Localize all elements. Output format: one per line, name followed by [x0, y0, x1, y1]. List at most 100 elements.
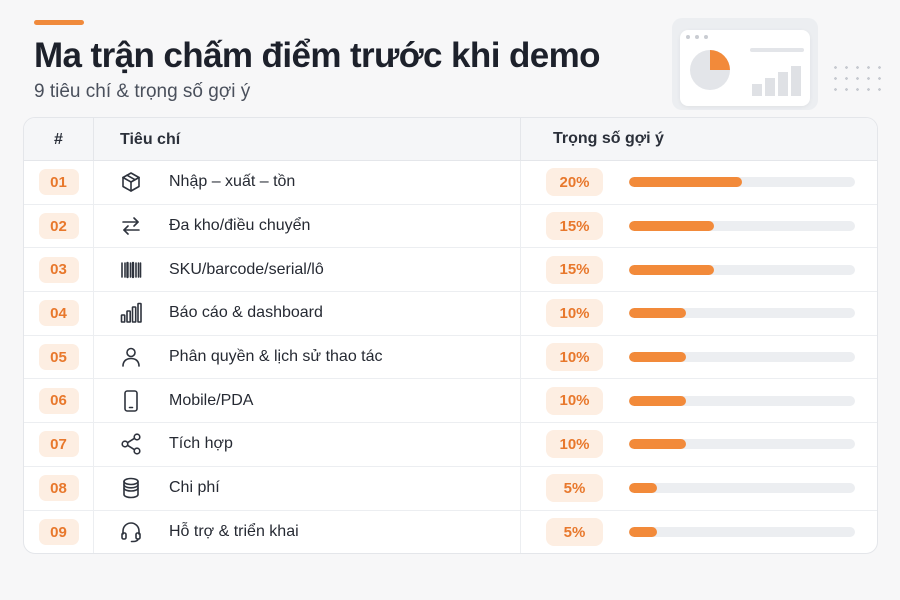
row-number-cell: 04	[24, 292, 94, 335]
weight-bar-fill	[629, 439, 686, 450]
weight-percent-badge: 20%	[546, 168, 603, 197]
row-number-badge: 07	[38, 431, 79, 458]
bar-chart-icon	[118, 300, 144, 326]
table-row: 06 Mobile/PDA 10%	[24, 379, 877, 424]
dot-grid-decoration	[830, 62, 882, 94]
table-row: 07 Tích hợp 10%	[24, 423, 877, 467]
column-header-criteria: Tiêu chí	[94, 118, 521, 161]
row-number-cell: 06	[24, 379, 94, 423]
table-row: 04 Báo cáo & dashboard 10%	[24, 292, 877, 336]
criteria-label: Đa kho/điều chuyển	[169, 217, 311, 235]
criteria-cell: Chi phí	[94, 466, 521, 510]
row-number-badge: 09	[38, 519, 79, 546]
criteria-cell: Tích hợp	[94, 423, 521, 466]
criteria-label: Mobile/PDA	[169, 391, 254, 409]
criteria-label: Báo cáo & dashboard	[169, 304, 323, 322]
weight-cell: 5%	[521, 511, 877, 554]
weight-percent-badge: 5%	[546, 518, 603, 547]
page-title: Ma trận chấm điểm trước khi demo	[34, 36, 600, 75]
row-number-badge: 06	[38, 387, 79, 414]
column-header-weight: Trọng số gợi ý	[553, 130, 664, 147]
criteria-cell: Phân quyền & lịch sử thao tác	[94, 335, 521, 379]
window-dots-icon	[686, 26, 713, 44]
weight-percent-badge: 10%	[546, 299, 603, 328]
criteria-label: Tích hợp	[169, 435, 233, 453]
page-subtitle: 9 tiêu chí & trọng số gợi ý	[34, 81, 251, 102]
row-number-cell: 08	[24, 466, 94, 510]
weight-bar-track	[629, 308, 855, 319]
barcode-icon	[118, 257, 144, 283]
weight-bar-fill	[629, 527, 658, 538]
row-number-cell: 09	[24, 510, 94, 553]
mobile-icon	[118, 388, 144, 414]
weight-bar-fill	[629, 352, 686, 363]
weight-cell: 15%	[521, 248, 877, 291]
weight-percent-badge: 10%	[546, 343, 603, 372]
mini-bar-chart-icon	[752, 66, 801, 96]
criteria-cell: SKU/barcode/serial/lô	[94, 248, 521, 292]
weight-bar-track	[629, 352, 855, 363]
table-row: 02 Đa kho/điều chuyển 15%	[24, 204, 877, 249]
illustration-lines	[750, 48, 804, 60]
row-number-badge: 08	[38, 475, 79, 502]
weight-cell: 10%	[521, 379, 877, 422]
row-number-cell: 01	[24, 161, 94, 204]
weight-bar-fill	[629, 308, 686, 319]
swap-arrows-icon	[118, 213, 144, 239]
weight-bar-track	[629, 221, 855, 232]
weight-bar-fill	[629, 483, 658, 494]
headset-icon	[118, 519, 144, 545]
criteria-cell: Nhập – xuất – tồn	[94, 161, 521, 204]
pie-chart-icon	[690, 50, 730, 90]
criteria-label: Phân quyền & lịch sử thao tác	[169, 348, 383, 366]
table-row: 09 Hỗ trợ & triển khai 5%	[24, 510, 877, 554]
table-row: 01 Nhập – xuất – tồn 20%	[24, 161, 877, 205]
table-row: 05 Phân quyền & lịch sử thao tác 10%	[24, 335, 877, 380]
row-number-cell: 05	[24, 335, 94, 379]
title-accent-line	[34, 20, 84, 25]
weight-percent-badge: 10%	[546, 386, 603, 415]
weight-bar-fill	[629, 177, 742, 188]
weight-percent-badge: 15%	[546, 212, 603, 241]
weight-percent-badge: 10%	[546, 430, 603, 459]
criteria-cell: Báo cáo & dashboard	[94, 292, 521, 335]
criteria-label: SKU/barcode/serial/lô	[169, 260, 324, 278]
table-row: 08 Chi phí 5%	[24, 466, 877, 511]
criteria-label: Chi phí	[169, 479, 220, 497]
weight-bar-fill	[629, 264, 714, 275]
criteria-cell: Hỗ trợ & triển khai	[94, 510, 521, 553]
row-number-badge: 03	[38, 256, 79, 283]
weight-cell: 5%	[521, 467, 877, 510]
weight-percent-badge: 15%	[546, 255, 603, 284]
criteria-cell: Đa kho/điều chuyển	[94, 204, 521, 248]
share-icon	[118, 431, 144, 457]
row-number-badge: 01	[38, 169, 79, 196]
weight-bar-track	[629, 483, 855, 494]
row-number-cell: 03	[24, 248, 94, 292]
weight-cell: 20%	[521, 161, 877, 204]
weight-bar-track	[629, 264, 855, 275]
criteria-cell: Mobile/PDA	[94, 379, 521, 423]
weight-cell: 10%	[521, 336, 877, 379]
criteria-label: Hỗ trợ & triển khai	[169, 523, 299, 541]
weight-bar-track	[629, 527, 855, 538]
coins-icon	[118, 475, 144, 501]
table-row: 03 SKU/barcode/serial/lô 15%	[24, 248, 877, 293]
weight-percent-badge: 5%	[546, 474, 603, 503]
table-header: # Tiêu chí Trọng số gợi ý	[24, 118, 877, 161]
row-number-cell: 07	[24, 423, 94, 466]
weight-bar-track	[629, 395, 855, 406]
weight-cell: 10%	[521, 423, 877, 466]
weight-bar-fill	[629, 395, 686, 406]
column-header-number: #	[24, 118, 94, 161]
criteria-label: Nhập – xuất – tồn	[169, 173, 296, 191]
weight-cell: 15%	[521, 205, 877, 248]
row-number-badge: 05	[38, 344, 79, 371]
row-number-cell: 02	[24, 204, 94, 248]
criteria-table: # Tiêu chí Trọng số gợi ý 01 Nhập – xuất …	[23, 117, 878, 554]
table-body: 01 Nhập – xuất – tồn 20% 02 Đa kho/điều chuy…	[24, 161, 877, 554]
row-number-badge: 04	[38, 300, 79, 327]
row-number-badge: 02	[38, 213, 79, 240]
weight-bar-track	[629, 177, 855, 188]
box-icon	[118, 169, 144, 195]
